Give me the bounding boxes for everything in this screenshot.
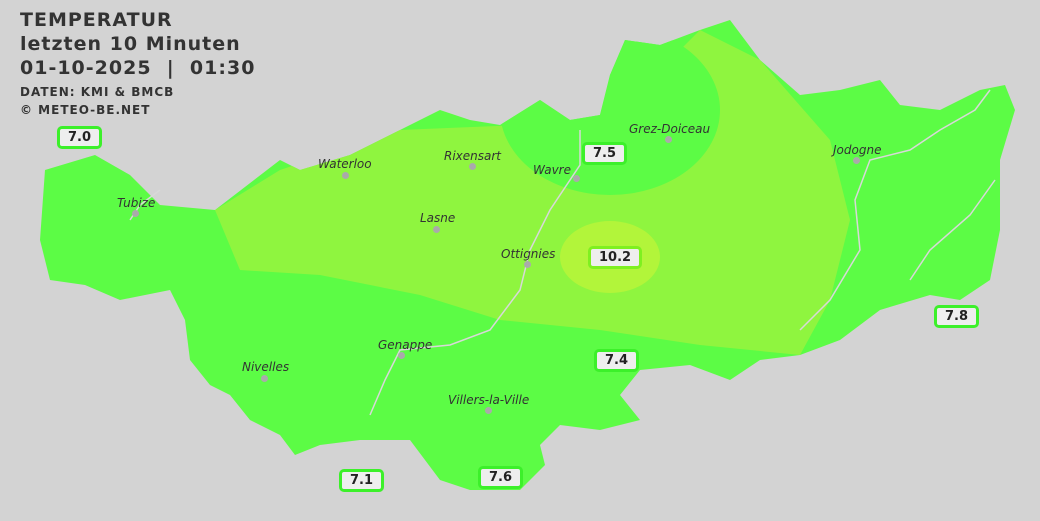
station-value: 7.0: [57, 126, 103, 149]
station-value: 7.4: [594, 349, 640, 372]
town-ottignies: Ottignies: [501, 247, 556, 261]
town-tubize: Tubize: [117, 196, 156, 210]
town-nivelles: Nivelles: [242, 360, 290, 374]
datetime: 01-10-2025 | 01:30: [20, 57, 256, 79]
town-dot: [573, 175, 580, 182]
copyright: © METEO-BE.NET: [20, 103, 151, 117]
station-value: 10.2: [588, 246, 643, 269]
town-dot: [665, 136, 672, 143]
town-jodogne: Jodogne: [833, 143, 882, 157]
town-villers-la-ville: Villers-la-Ville: [448, 393, 530, 407]
town-waterloo: Waterloo: [318, 157, 372, 171]
station-value: 7.8: [934, 305, 980, 328]
town-dot: [853, 157, 860, 164]
rivers: [129, 89, 996, 416]
town-dot: [469, 163, 476, 170]
town-dot: [261, 375, 268, 382]
town-rixensart: Rixensart: [444, 149, 502, 163]
source: DATEN: KMI & BMCB: [20, 85, 175, 99]
town-dot: [433, 226, 440, 233]
town-genappe: Genappe: [378, 338, 433, 352]
station-value: 7.1: [339, 469, 385, 492]
town-dot: [398, 352, 405, 359]
town-dot: [524, 261, 531, 268]
town-dot: [342, 172, 349, 179]
station-value: 7.6: [478, 466, 524, 489]
town-grez-doiceau: Grez-Doiceau: [629, 122, 711, 136]
subtitle: letzten 10 Minuten: [20, 33, 241, 55]
town-dot: [485, 407, 492, 414]
town-lasne: Lasne: [420, 211, 456, 225]
station-value: 7.5: [582, 142, 628, 165]
town-wavre: Wavre: [533, 163, 571, 177]
title: TEMPERATUR: [20, 9, 173, 31]
header: TEMPERATUR letzten 10 Minuten 01-10-2025…: [20, 8, 255, 119]
town-dot: [132, 210, 139, 217]
